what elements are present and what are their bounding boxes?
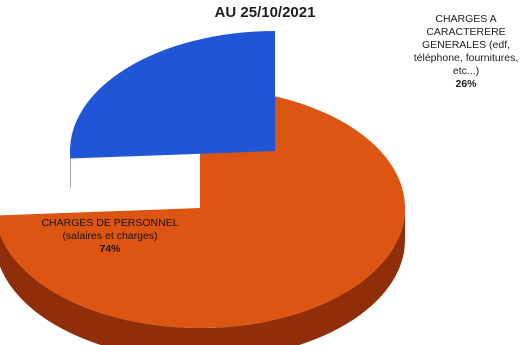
pie-slice bbox=[69, 31, 275, 159]
slice-label-charges-personnel: CHARGES DE PERSONNEL (salaires et charge… bbox=[35, 217, 185, 256]
slice-label-text: CHARGES A CARACTERERE GENERALES (edf, té… bbox=[413, 13, 519, 77]
slice-value-label: 26% bbox=[455, 78, 477, 90]
slice-value-label: 74% bbox=[99, 243, 121, 255]
slice-label-charges-generales: CHARGES A CARACTERERE GENERALES (edf, té… bbox=[405, 13, 526, 91]
slice-label-text: CHARGES DE PERSONNEL (salaires et charge… bbox=[41, 217, 179, 242]
pie-slice bbox=[0, 88, 405, 328]
chart-title: AU 25/10/2021 bbox=[214, 4, 316, 21]
